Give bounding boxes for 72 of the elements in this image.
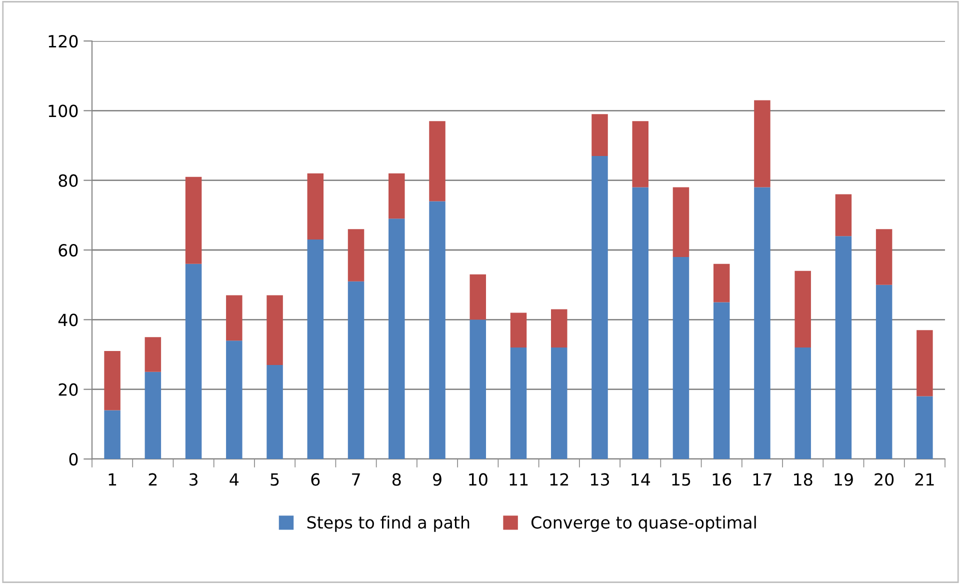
bar <box>672 187 690 257</box>
x-tick-label: 12 <box>550 473 568 486</box>
bar <box>470 274 486 320</box>
bar <box>754 100 770 188</box>
bar <box>713 264 730 302</box>
bar <box>388 173 405 219</box>
x-tick-label: 5 <box>270 473 279 486</box>
bar <box>104 410 120 459</box>
x-tick-label: 20 <box>874 473 894 486</box>
x-tick-label: 8 <box>392 473 401 486</box>
bar <box>713 302 730 459</box>
bar <box>388 218 405 459</box>
bar <box>185 264 202 459</box>
bar <box>794 270 811 348</box>
bar <box>510 348 527 459</box>
bar <box>470 320 486 459</box>
x-tick-label: 2 <box>148 473 157 486</box>
bar <box>550 348 568 459</box>
bar <box>510 312 527 348</box>
bar <box>754 187 770 459</box>
bar <box>835 194 852 236</box>
bar <box>266 364 283 459</box>
y-tick-label: 0 <box>69 452 78 466</box>
x-tick-label: 11 <box>510 473 528 486</box>
bar <box>876 284 892 459</box>
bar <box>632 121 648 188</box>
bar <box>550 309 568 348</box>
x-tick-label: 15 <box>672 473 690 486</box>
legend-label: Steps to find a path <box>307 516 470 532</box>
bar <box>266 295 283 365</box>
x-tick-label: 14 <box>632 473 650 486</box>
x-tick-label: 7 <box>352 473 360 486</box>
x-tick-label: 4 <box>230 473 239 486</box>
bar <box>835 236 852 459</box>
x-tick-label: 1 <box>108 473 116 486</box>
bar <box>185 176 202 264</box>
bar <box>592 156 608 459</box>
y-tick-label: 20 <box>58 383 78 396</box>
x-tick-label: 13 <box>590 473 610 486</box>
x-tick-label: 10 <box>469 473 488 486</box>
x-tick-label: 9 <box>433 473 442 486</box>
bar <box>672 256 690 459</box>
bar <box>632 187 648 459</box>
bar <box>429 201 446 459</box>
bar <box>226 295 242 341</box>
y-tick-label: 80 <box>58 174 78 187</box>
bar <box>226 340 242 459</box>
bar <box>307 173 324 240</box>
bar <box>876 229 892 285</box>
x-tick-label: 17 <box>753 473 772 486</box>
x-tick-label: 19 <box>834 473 853 486</box>
bar <box>794 348 811 459</box>
bar <box>916 396 933 459</box>
x-tick-label: 18 <box>794 473 812 486</box>
legend-label: Converge to quase-optimal <box>531 516 756 532</box>
y-tick-label: 40 <box>58 314 78 326</box>
x-tick-label: 16 <box>712 473 732 486</box>
bar <box>144 372 162 459</box>
x-tick-label: 3 <box>190 473 198 486</box>
bar <box>592 114 608 156</box>
y-tick-label: 60 <box>58 244 78 257</box>
bar <box>429 121 446 202</box>
bar <box>144 337 162 372</box>
bar <box>307 240 324 459</box>
bar <box>104 351 120 410</box>
x-tick-label: 6 <box>311 473 320 486</box>
bar <box>348 229 364 282</box>
bar <box>348 281 364 459</box>
y-tick-label: 120 <box>48 34 78 48</box>
x-tick-label: 21 <box>915 473 934 486</box>
bar <box>916 330 933 396</box>
y-tick-label: 100 <box>48 104 78 118</box>
